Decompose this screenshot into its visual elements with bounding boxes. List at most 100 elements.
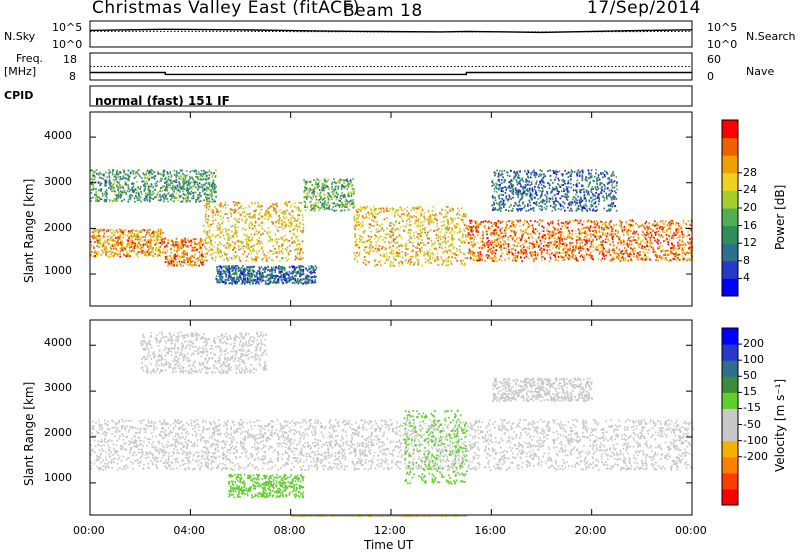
vel-ytick-2000: 2000 — [44, 426, 72, 439]
vel-ytick-4000: 4000 — [44, 336, 72, 349]
nsearch-tick-low: 10^0 — [707, 38, 738, 51]
power-ytick-4000: 4000 — [44, 129, 72, 142]
velocity-band-3 — [140, 331, 268, 375]
velocity-colorbar-tick-label: 200 — [743, 337, 764, 351]
x-tick-label: 20:00 — [574, 524, 607, 537]
velocity-colorbar-cell — [722, 456, 738, 474]
colorbars — [721, 119, 742, 506]
power-band-0 — [90, 228, 165, 258]
velocity-band-2 — [403, 409, 468, 485]
power-colorbar-cell — [722, 120, 738, 139]
power-colorbar-cell — [722, 137, 738, 156]
power-band-7 — [90, 169, 217, 203]
power-colorbar-cell — [722, 260, 738, 279]
power-ytick-3000: 3000 — [44, 175, 72, 188]
beam-label: Beam 18 — [343, 1, 423, 21]
velocity-colorbar-title: Velocity [m s⁻¹] — [773, 378, 787, 472]
power-ytick-1000: 1000 — [44, 264, 72, 277]
nave-tick-low: 0 — [707, 70, 714, 83]
cpid-frame — [89, 85, 693, 107]
power-colorbar-tick-label: 12 — [743, 236, 757, 250]
frequency-line — [90, 71, 692, 76]
power-colorbar-tick-label: 28 — [743, 165, 757, 179]
power-heatmap-data — [90, 169, 694, 285]
power-colorbar-tick-label: 20 — [743, 201, 757, 214]
power-colorbar-cell — [722, 155, 738, 174]
freq-frame — [89, 52, 693, 81]
velocity-colorbar-cell — [722, 424, 738, 442]
nsearch-tick-high: 10^5 — [707, 21, 738, 34]
freq-units-label: [MHz] — [4, 65, 37, 78]
power-colorbar-cell — [722, 225, 738, 244]
velocity-colorbar-cell — [722, 392, 738, 409]
x-axis-label: Time UT — [364, 538, 414, 552]
power-colorbar-tick-label: 4 — [743, 271, 750, 285]
figure-title: Christmas Valley East (fitACF) — [92, 0, 360, 18]
power-colorbar-title: Power [dB] — [773, 184, 787, 250]
date-label: 17/Sep/2014 — [587, 0, 701, 18]
vel-ytick-1000: 1000 — [44, 471, 72, 484]
velocity-band-1 — [228, 473, 305, 499]
nsky-tick-high: 10^5 — [52, 21, 83, 34]
nsearch-line — [90, 30, 693, 33]
power-colorbar-tick-label: 24 — [743, 183, 757, 197]
nave-tick-high: 60 — [707, 53, 721, 66]
nsky-line — [89, 28, 693, 34]
power-band-6 — [215, 265, 318, 285]
freq-tick-high: 18 — [63, 53, 77, 66]
velocity-colorbar-frame — [721, 327, 739, 506]
power-ylabel: Slant Range [km] — [22, 178, 36, 283]
nsky-label: N.Sky — [4, 30, 36, 43]
velocity-colorbar-tick-label: 50 — [743, 369, 757, 383]
cpid-mode-text: normal (fast) 151 IF — [95, 94, 230, 108]
x-tick-label: 12:00 — [374, 524, 406, 537]
power-band-1 — [162, 237, 205, 267]
velocity-band-4 — [492, 377, 593, 403]
power-colorbar-cell — [722, 278, 738, 297]
velocity-colorbar-tick-label: 100 — [743, 353, 764, 367]
x-tick-label: 04:00 — [173, 524, 206, 537]
nave-label: Nave — [746, 65, 775, 78]
x-tick-label: 00:00 — [675, 524, 707, 537]
velocity-colorbar-cell — [722, 376, 738, 393]
velocity-colorbar-tick-label: 15 — [743, 385, 757, 399]
x-tick-label: 00:00 — [73, 524, 105, 537]
power-band-5 — [466, 219, 694, 263]
power-band-8 — [491, 169, 619, 212]
power-band-2 — [202, 201, 305, 262]
velocity-colorbar-cell — [722, 472, 738, 490]
velocity-band-5 — [290, 515, 468, 517]
velocity-colorbar-cell — [722, 328, 738, 345]
axis-ticks — [89, 112, 693, 515]
nsky-tick-low: 10^0 — [52, 38, 83, 51]
velocity-colorbar-tick-label: -50 — [743, 417, 761, 431]
velocity-colorbar-cell — [722, 440, 738, 458]
vel-ytick-3000: 3000 — [44, 381, 72, 394]
power-colorbar-cell — [722, 208, 738, 227]
velocity-colorbar-cell — [722, 408, 738, 426]
velocity-band-0 — [90, 418, 694, 471]
power-colorbar-cell — [722, 190, 738, 209]
power-band-3 — [303, 178, 355, 212]
power-colorbar-cell — [722, 172, 738, 191]
velocity-colorbar-cell — [722, 488, 738, 506]
velocity-heatmap-data — [90, 331, 694, 517]
velocity-colorbar-tick-label: -100 — [743, 433, 768, 447]
freq-tick-low: 8 — [69, 70, 76, 83]
x-tick-label: 08:00 — [273, 524, 306, 537]
nsearch-label: N.Search — [746, 30, 796, 43]
power-band-4 — [353, 205, 468, 267]
time-series-lines — [89, 28, 693, 76]
velocity-colorbar-tick-label: -200 — [743, 449, 768, 463]
velocity-colorbar-cell — [722, 344, 738, 361]
power-colorbar-cell — [722, 243, 738, 262]
power-ytick-2000: 2000 — [44, 221, 72, 234]
velocity-colorbar-cell — [722, 360, 738, 377]
nsky-frame — [89, 20, 693, 48]
power-colorbar-tick-label: 16 — [743, 218, 757, 232]
cpid-label: CPID — [4, 89, 34, 102]
velocity-frame — [89, 319, 693, 516]
power-colorbar-tick-label: 8 — [743, 253, 750, 267]
freq-label: Freq. — [16, 52, 44, 65]
